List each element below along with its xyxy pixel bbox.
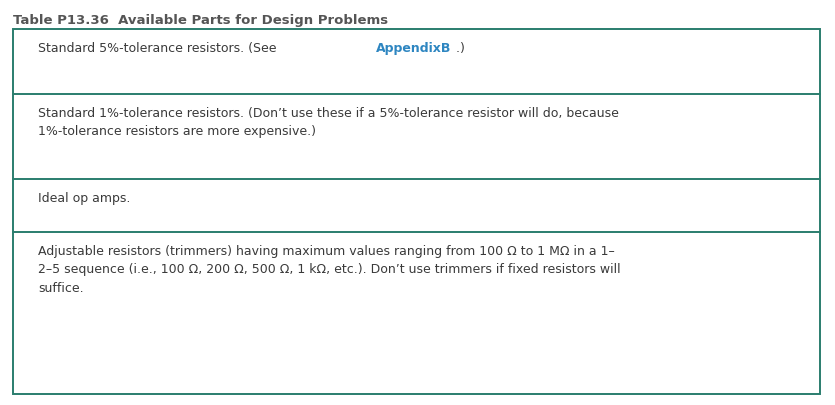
Text: Standard 1%-tolerance resistors. (Don’t use these if a 5%-tolerance resistor wil: Standard 1%-tolerance resistors. (Don’t … xyxy=(38,107,619,138)
Text: AppendixB: AppendixB xyxy=(377,42,452,55)
Text: Ideal op amps.: Ideal op amps. xyxy=(38,192,130,205)
Text: .): .) xyxy=(452,42,464,55)
Text: Standard 5%-tolerance resistors. (See: Standard 5%-tolerance resistors. (See xyxy=(38,42,281,55)
Text: Table P13.36  Available Parts for Design Problems: Table P13.36 Available Parts for Design … xyxy=(13,14,388,27)
Bar xyxy=(13,30,820,394)
Text: Adjustable resistors (trimmers) having maximum values ranging from 100 Ω to 1 MΩ: Adjustable resistors (trimmers) having m… xyxy=(38,244,620,294)
